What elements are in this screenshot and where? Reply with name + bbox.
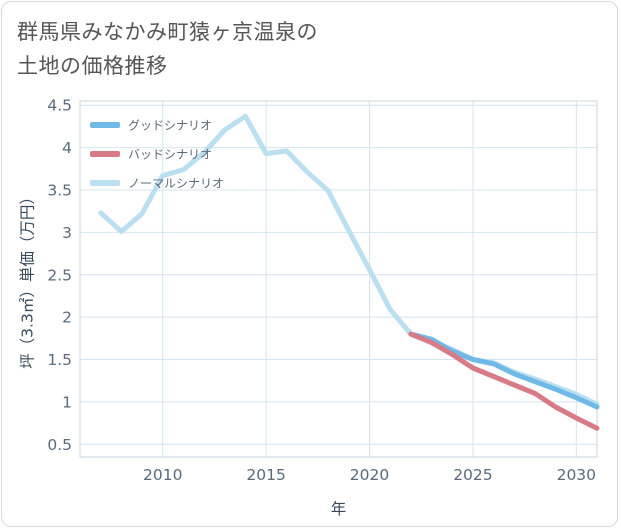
title-line-2: 土地の価格推移 [17, 54, 168, 78]
y-tick-label: 4.5 [47, 97, 72, 115]
x-tick-label: 2025 [453, 466, 492, 484]
y-tick-labels: 0.5 1 1.5 2 2.5 3 3.5 4 4.5 [47, 97, 72, 454]
y-tick-label: 2.5 [47, 266, 72, 284]
plot-frame [79, 100, 598, 458]
x-tick-label: 2010 [143, 466, 182, 484]
y-tick-label: 3.5 [47, 182, 72, 200]
series-line-0 [408, 331, 600, 410]
legend-label-2: ノーマルシナリオ [128, 177, 224, 191]
y-tick-label: 2 [62, 309, 72, 327]
x-tick-label: 2015 [246, 466, 285, 484]
x-tick-labels: 2010 2015 2020 2025 2030 [143, 466, 596, 484]
x-tick-label: 2020 [350, 466, 389, 484]
legend-swatch-2 [90, 180, 120, 186]
y-tick-label: 3 [62, 224, 72, 242]
y-tick-label: 1 [62, 393, 72, 411]
grid-lines [80, 101, 597, 457]
x-tick-label: 2030 [557, 466, 596, 484]
chart-title: 群馬県みなかみ町猿ヶ京温泉の 土地の価格推移 [17, 15, 577, 83]
series-lines [98, 113, 600, 431]
title-line-1: 群馬県みなかみ町猿ヶ京温泉の [17, 20, 318, 44]
y-axis-label: 坪（3.3㎡）単価（万円） [19, 189, 37, 369]
series-line-1 [408, 331, 600, 431]
y-tick-label: 0.5 [47, 436, 72, 454]
y-tick-label: 1.5 [47, 351, 72, 369]
legend-label-0: グッドシナリオ [128, 119, 212, 133]
legend-label-1: バッドシナリオ [128, 148, 212, 162]
legend-swatch-1 [90, 151, 120, 157]
legend-swatch-0 [90, 122, 120, 128]
x-axis-label: 年 [331, 500, 347, 518]
y-tick-label: 4 [62, 139, 72, 157]
